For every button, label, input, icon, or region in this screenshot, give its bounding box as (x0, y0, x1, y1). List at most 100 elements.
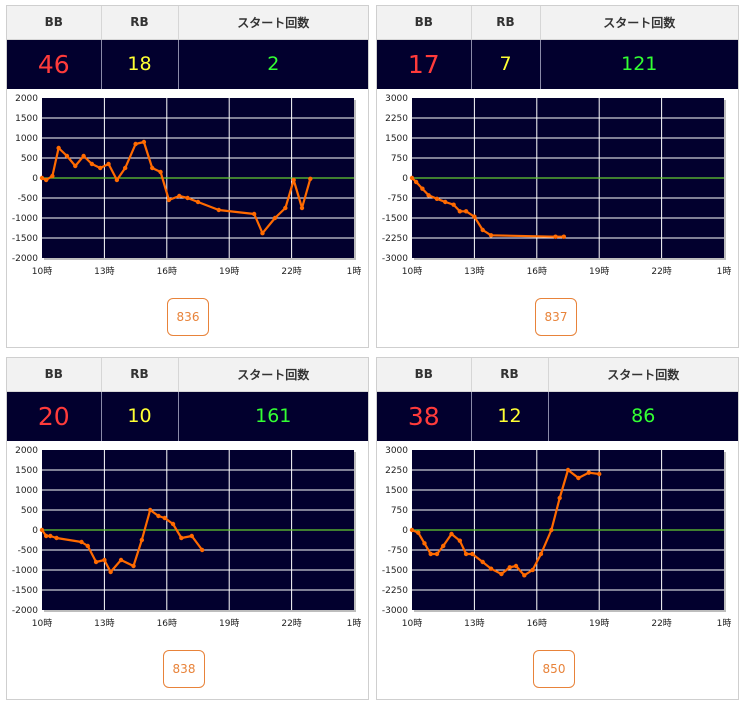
y-tick-label: 1500 (385, 486, 408, 496)
data-point (422, 541, 427, 546)
data-point (39, 527, 45, 533)
data-point (64, 153, 70, 159)
x-tick-label: 13時 (464, 266, 484, 277)
x-tick-label: 10時 (402, 618, 422, 629)
data-point (299, 205, 305, 211)
x-tick-label: 19時 (589, 266, 609, 277)
machine-number-button[interactable]: 836 (167, 298, 209, 336)
data-point (81, 153, 86, 159)
bb-header: BB (7, 358, 102, 392)
bb-count: 38 (377, 391, 472, 441)
data-point (488, 233, 494, 238)
y-tick-label: 500 (21, 154, 38, 164)
start-count: 86 (548, 391, 738, 441)
y-tick-label: -500 (18, 546, 39, 556)
data-point (409, 527, 415, 533)
data-point (457, 209, 463, 214)
data-point (123, 165, 128, 171)
y-tick-label: 0 (402, 174, 408, 184)
x-tick-label: 1時 (717, 266, 732, 277)
y-tick-label: 1500 (385, 134, 408, 144)
data-point (158, 169, 163, 175)
y-tick-label: 750 (391, 506, 408, 516)
data-point (538, 551, 544, 557)
y-tick-label: 2250 (385, 114, 408, 124)
x-tick-label: 22時 (281, 266, 301, 277)
data-point (597, 471, 602, 477)
x-tick-label: 19時 (219, 266, 239, 277)
data-point (114, 177, 120, 183)
data-point (428, 551, 433, 557)
x-tick-label: 13時 (94, 618, 114, 629)
data-point (162, 515, 167, 521)
y-tick-label: 2000 (15, 446, 38, 456)
data-point (150, 165, 155, 171)
y-tick-label: -2250 (382, 234, 408, 244)
data-point (48, 533, 53, 539)
data-point (499, 571, 504, 577)
y-tick-label: 0 (32, 174, 38, 184)
data-point (93, 559, 99, 565)
machine-number-button[interactable]: 838 (163, 650, 205, 688)
x-tick-label: 13時 (464, 618, 484, 629)
data-point (463, 551, 469, 557)
data-point (216, 207, 221, 213)
y-tick-label: -1500 (12, 586, 38, 596)
data-point (189, 533, 194, 539)
start-count: 2 (178, 39, 368, 89)
y-tick-label: 0 (402, 526, 408, 536)
start-count-header: スタート回数 (178, 6, 368, 40)
data-point (576, 475, 581, 481)
data-point (139, 537, 145, 543)
start-count-header: スタート回数 (548, 358, 738, 392)
data-point (102, 557, 107, 563)
y-tick-label: 750 (391, 154, 408, 164)
y-tick-label: -3000 (382, 254, 408, 264)
y-tick-label: -1000 (12, 214, 38, 224)
data-point (507, 565, 512, 570)
y-tick-label: 1000 (15, 134, 38, 144)
data-point (98, 165, 103, 171)
rb-count: 18 (101, 39, 179, 89)
data-point (488, 566, 494, 571)
x-tick-label: 16時 (157, 266, 177, 277)
data-point (170, 521, 176, 527)
y-tick-label: 3000 (385, 446, 408, 456)
y-tick-label: -500 (18, 194, 39, 204)
start-count-header: スタート回数 (540, 6, 738, 40)
x-tick-label: 10時 (32, 266, 52, 277)
rb-header: RB (471, 358, 549, 392)
x-tick-label: 1時 (717, 618, 732, 629)
data-point (179, 535, 184, 541)
data-point (549, 527, 554, 533)
data-point (260, 231, 265, 236)
data-point (199, 547, 205, 553)
data-point (434, 551, 440, 557)
data-point (195, 199, 201, 205)
data-point (118, 557, 124, 563)
stats-table: BB RB スタート回数 17 7 121 (377, 6, 738, 89)
data-point (272, 215, 278, 221)
machine-number-button[interactable]: 837 (535, 298, 577, 336)
rb-header: RB (101, 358, 179, 392)
data-point (480, 227, 485, 233)
y-tick-label: -2250 (382, 586, 408, 596)
bb-count: 17 (377, 39, 472, 89)
machine-number-button[interactable]: 850 (533, 650, 575, 688)
data-point (108, 569, 113, 575)
y-tick-label: 0 (32, 526, 38, 536)
data-point (420, 186, 425, 191)
counter-panel-836: BB RB スタート回数 46 18 2 2000 1500 1000 500 0 -50… (6, 5, 369, 348)
x-tick-label: 1時 (347, 266, 362, 277)
y-tick-label: 1500 (15, 466, 38, 476)
data-point (54, 535, 59, 541)
y-tick-label: -1000 (12, 566, 38, 576)
data-point (251, 211, 257, 217)
start-count-header: スタート回数 (178, 358, 368, 392)
slump-graph: 2000 1500 1000 500 0 -500 -1000 -1500 -2000 10時 13… (12, 94, 362, 277)
stats-table: BB RB スタート回数 38 12 86 (377, 358, 738, 441)
data-point (106, 161, 111, 167)
stats-table: BB RB スタート回数 46 18 2 (7, 6, 368, 89)
data-point (561, 234, 567, 239)
data-point (79, 539, 84, 545)
